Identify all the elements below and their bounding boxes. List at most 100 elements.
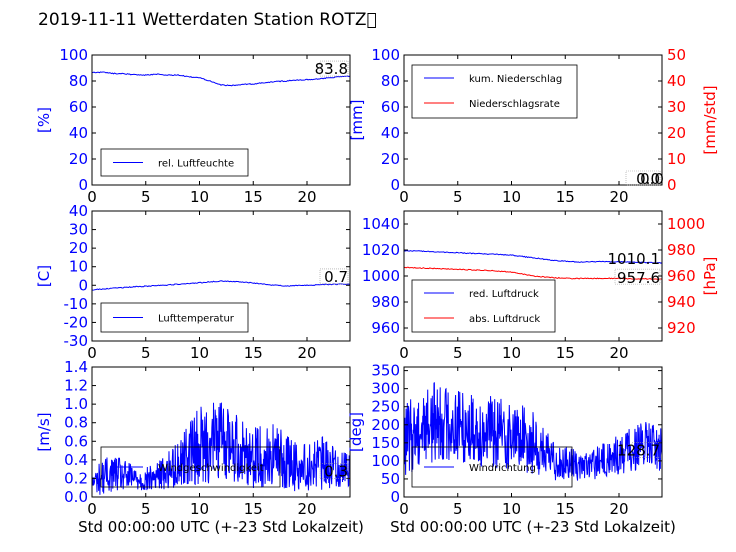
y-tick-label: 0 [390,176,400,194]
x-axis-label: Std 00:00:00 UTC (+-23 Std Lokalzeit) [390,518,676,536]
y-tick-label: -30 [64,332,89,350]
y-tick-label: 60 [381,98,400,116]
legend-box [100,302,249,333]
y2-tick-label: 1000 [667,215,705,233]
legend-box [411,279,556,333]
y-tick-label: 0.0 [64,488,88,506]
x-tick-label: 5 [141,500,151,518]
legend-entry: rel. Luftfeuchte [158,159,234,170]
y-tick-label: 0 [78,176,88,194]
series-line-lufttemperatur [91,280,351,291]
legend: Windgeschwindigkeit [100,446,281,488]
y2-tick-label: 920 [667,319,696,337]
y-tick-label: 0.6 [64,432,88,450]
legend: kum. Niederschlag Niederschlagsrate [411,64,578,119]
y-tick-label: 980 [371,293,400,311]
y2-axis-label: [hPa] [701,257,719,296]
x-tick-label: 15 [556,344,575,362]
x-tick-label: 15 [556,188,575,206]
series-line-windrichtung [403,382,663,481]
y-tick-label: 150 [371,434,400,452]
y-tick-label: 350 [371,362,400,380]
y-tick-label: 1000 [362,267,400,285]
last-value-label: 83.8 [315,60,348,78]
last-value-box [319,268,349,285]
last-value-label: 0.7 [324,268,348,286]
legend-box [411,446,573,488]
humidity-chart: 0 5 10 15 20 0 20 40 60 80 100 [%] rel. Luftfeuchte 8… [35,46,351,206]
y-tick-label: 100 [371,452,400,470]
x-tick-label: 10 [502,344,521,362]
plot-frame [403,54,663,186]
legend-entry: Windrichtung [469,463,536,474]
y-tick-label: 250 [371,398,400,416]
y-tick-label: 1.4 [64,358,88,376]
y-tick-label: 0.8 [64,414,88,432]
y-tick-label: 200 [371,416,400,434]
y-tick-label: 300 [371,380,400,398]
y-tick-label: 60 [69,98,88,116]
y-tick-label: 80 [69,72,88,90]
x-tick-label: 5 [141,188,151,206]
y-tick-label: 1020 [362,241,400,259]
y2-tick-label: 30 [667,98,686,116]
x-tick-label: 20 [297,500,316,518]
x-tick-label: 0 [87,188,97,206]
y2-tick-label: 940 [667,293,696,311]
x-tick-label: 10 [190,344,209,362]
last-value-box [625,170,661,186]
series-line-rel-luftfeuchte [91,71,351,87]
y-tick-label: 20 [69,150,88,168]
y-tick-label: 20 [69,239,88,257]
y-tick-label: 0 [78,276,88,294]
legend: red. Luftdruck abs. Luftdruck [411,279,556,333]
y-tick-label: 50 [381,470,400,488]
y2-tick-label: 0 [667,176,677,194]
x-tick-label: 10 [190,188,209,206]
y2-tick-label: 10 [667,150,686,168]
x-axis-label: Std 00:00:00 UTC (+-23 Std Lokalzeit) [78,518,364,536]
x-tick-label: 20 [297,344,316,362]
last-value-box [631,442,661,458]
series-line-windgeschwindigkeit [91,402,351,495]
y-axis-label: [C] [35,265,53,287]
x-tick-label: 0 [87,500,97,518]
x-tick-label: 0 [399,344,409,362]
y2-tick-label: 40 [667,72,686,90]
x-tick-label: 20 [297,188,316,206]
x-tick-label: 5 [453,344,463,362]
legend-box [100,148,249,177]
plot-frame [91,210,351,342]
y-tick-label: 40 [381,124,400,142]
y2-axis-label: [mm/std] [701,85,719,154]
legend-entry: abs. Luftdruck [469,314,540,325]
x-tick-label: 15 [244,188,263,206]
y-tick-label: 80 [381,72,400,90]
legend-box [411,64,578,119]
x-tick-label: 10 [502,188,521,206]
x-tick-label: 0 [399,500,409,518]
y-tick-label: 0 [390,488,400,506]
x-tick-label: 5 [453,500,463,518]
series-line-red-luftdruck [403,250,663,264]
legend-entry: Lufttemperatur [158,314,235,325]
y-tick-label: 1040 [362,215,400,233]
last-value-label-2: 0.0 [640,170,664,188]
legend-entry: red. Luftdruck [469,289,539,300]
y-tick-label: 1.2 [64,377,88,395]
legend-entry: kum. Niederschlag [469,74,562,85]
y-tick-label: 0.2 [64,469,88,487]
y-tick-label: 10 [69,258,88,276]
legend: rel. Luftfeuchte [100,148,249,177]
y-tick-label: 20 [381,150,400,168]
y-tick-label: 100 [59,46,88,64]
x-tick-label: 15 [244,344,263,362]
x-tick-label: 15 [556,500,575,518]
x-tick-label: 10 [190,500,209,518]
y2-tick-label: 50 [667,46,686,64]
x-tick-label: 15 [244,500,263,518]
last-value-label-2: 957.6 [617,269,660,287]
y2-tick-label: 960 [667,267,696,285]
y2-tick-label: 20 [667,124,686,142]
